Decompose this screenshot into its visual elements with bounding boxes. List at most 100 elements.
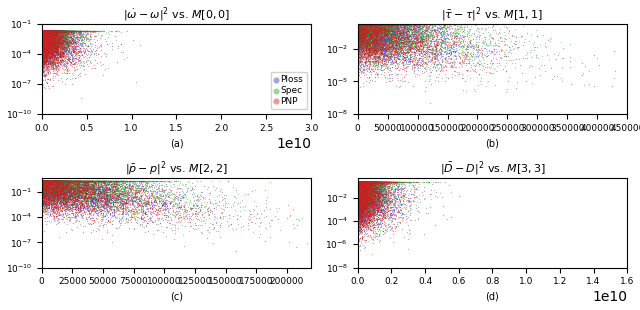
PNP [365, 31, 376, 36]
Spec [364, 27, 374, 32]
Spec [410, 22, 420, 27]
Ploss [403, 47, 413, 52]
Spec [37, 29, 47, 33]
Spec [36, 33, 47, 38]
PNP [360, 22, 371, 27]
Ploss [363, 180, 373, 185]
Ploss [41, 29, 51, 33]
Spec [369, 205, 380, 210]
Ploss [38, 30, 49, 35]
Ploss [38, 42, 49, 47]
Ploss [413, 62, 423, 67]
PNP [87, 182, 97, 187]
Ploss [37, 29, 47, 33]
PNP [407, 22, 417, 27]
PNP [364, 42, 374, 47]
Ploss [49, 32, 60, 37]
PNP [373, 31, 383, 36]
Ploss [359, 22, 369, 27]
Ploss [362, 200, 372, 205]
Ploss [38, 49, 49, 54]
PNP [38, 29, 49, 33]
Ploss [378, 22, 388, 27]
Ploss [362, 184, 372, 188]
Ploss [436, 26, 446, 31]
PNP [44, 190, 54, 195]
PNP [354, 180, 364, 185]
PNP [38, 194, 48, 199]
Spec [356, 185, 366, 190]
Ploss [358, 180, 369, 185]
PNP [360, 196, 371, 201]
Spec [99, 179, 109, 184]
Spec [415, 36, 426, 41]
PNP [356, 180, 366, 185]
Spec [79, 54, 89, 59]
Ploss [109, 180, 119, 185]
PNP [46, 181, 56, 186]
Ploss [354, 47, 364, 52]
Spec [48, 29, 58, 33]
Spec [101, 194, 111, 199]
PNP [391, 22, 401, 27]
PNP [357, 189, 367, 194]
PNP [65, 29, 76, 33]
Ploss [38, 29, 49, 34]
PNP [50, 48, 60, 53]
Ploss [369, 180, 379, 185]
Spec [62, 179, 72, 184]
Spec [52, 179, 62, 184]
PNP [362, 202, 372, 207]
Ploss [72, 179, 83, 184]
Spec [391, 180, 401, 185]
Spec [45, 29, 55, 33]
PNP [83, 43, 93, 48]
PNP [442, 31, 452, 36]
Ploss [417, 30, 427, 35]
PNP [355, 215, 365, 219]
PNP [55, 53, 65, 58]
PNP [362, 193, 372, 198]
PNP [357, 38, 367, 42]
PNP [140, 183, 150, 188]
PNP [76, 185, 86, 190]
Ploss [358, 182, 368, 187]
Spec [356, 206, 367, 210]
PNP [48, 29, 58, 33]
PNP [367, 22, 377, 27]
Spec [41, 179, 51, 184]
Spec [358, 189, 368, 194]
PNP [47, 179, 58, 184]
PNP [374, 204, 384, 209]
Spec [195, 194, 205, 199]
PNP [157, 229, 168, 234]
Spec [360, 22, 371, 27]
Ploss [43, 189, 53, 194]
PNP [362, 180, 372, 185]
PNP [353, 180, 364, 185]
Spec [369, 180, 380, 185]
Spec [353, 185, 364, 190]
PNP [37, 183, 47, 188]
Spec [101, 179, 111, 184]
PNP [86, 183, 96, 188]
Spec [42, 29, 52, 33]
Spec [39, 46, 49, 51]
Spec [127, 179, 138, 184]
Ploss [39, 29, 49, 34]
Spec [47, 31, 57, 36]
Ploss [356, 190, 366, 195]
Ploss [366, 209, 376, 214]
PNP [47, 188, 58, 193]
Ploss [49, 53, 60, 58]
Spec [44, 179, 54, 184]
PNP [54, 43, 65, 48]
PNP [389, 39, 399, 44]
Ploss [435, 22, 445, 27]
Spec [363, 180, 373, 185]
PNP [42, 187, 52, 192]
PNP [40, 62, 50, 67]
PNP [39, 40, 49, 45]
Ploss [357, 185, 367, 190]
Spec [362, 180, 372, 185]
